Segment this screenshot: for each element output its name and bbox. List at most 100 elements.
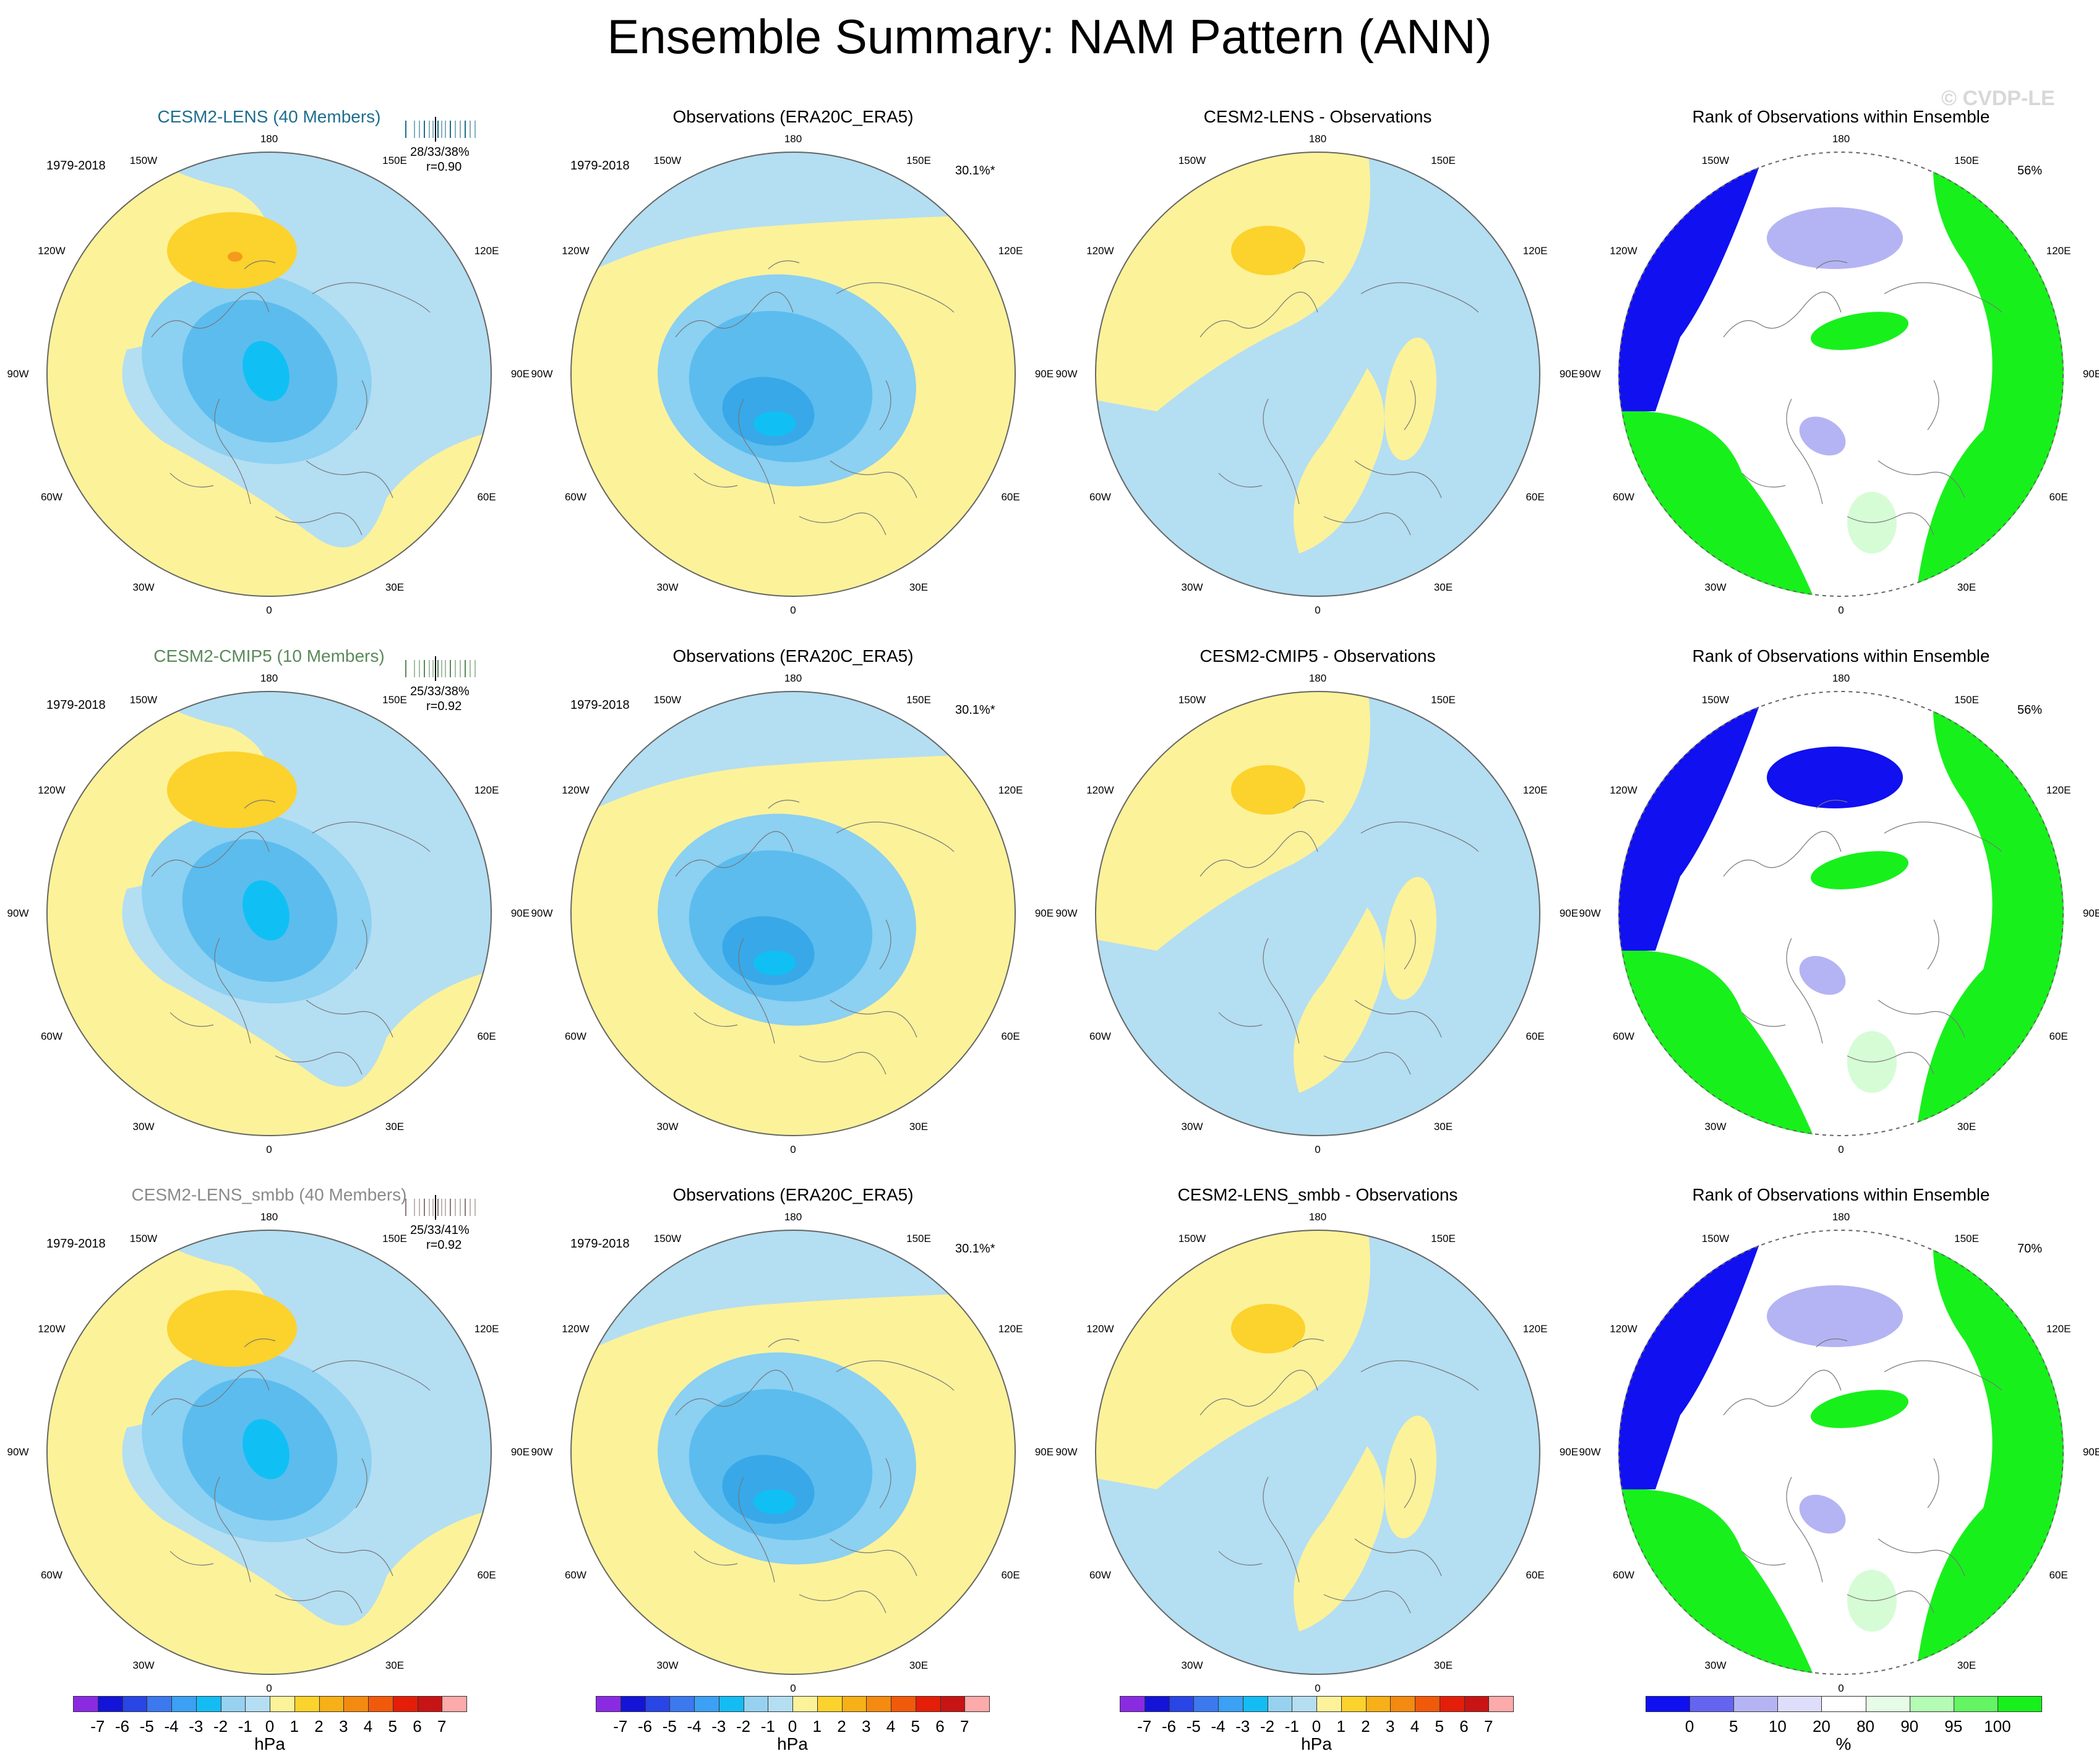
longitude-label: 90E xyxy=(1559,907,1579,919)
ensemble-rug-mark xyxy=(419,660,420,677)
longitude-label: 180 xyxy=(1308,133,1327,145)
ensemble-rug-mark xyxy=(474,1199,476,1216)
coastline xyxy=(1360,282,1479,313)
longitude-label: 120W xyxy=(38,784,66,796)
colorbar-unit: hPa xyxy=(777,1734,808,1753)
coastline xyxy=(1200,1369,1318,1416)
coastline xyxy=(879,1458,891,1509)
colorbar-tick-label: -3 xyxy=(189,1717,204,1736)
coastline xyxy=(1354,1538,1442,1577)
obs-panel-title: Observations (ERA20C_ERA5) xyxy=(672,646,914,666)
positive-region-asia xyxy=(1384,337,1436,461)
longitude-label: 120W xyxy=(562,245,590,257)
coastline xyxy=(1360,821,1479,852)
coastline xyxy=(1786,938,1823,1044)
colorbar-tick-label: 5 xyxy=(388,1717,397,1736)
coastline xyxy=(738,398,775,505)
coastline xyxy=(768,800,800,809)
colorbar-tick-label: 7 xyxy=(437,1717,447,1736)
longitude-label: 30W xyxy=(656,1659,679,1671)
colorbar-tick-label: -6 xyxy=(1161,1717,1177,1736)
longitude-label: 120E xyxy=(2046,784,2071,796)
longitude-label: 120E xyxy=(474,1323,499,1335)
ensemble-rug-mark xyxy=(424,121,425,138)
longitude-label: 150E xyxy=(1431,155,1456,167)
ensemble-rug-mark xyxy=(424,1199,425,1216)
colorbar-tick-label: 80 xyxy=(1856,1717,1875,1736)
period-label: 1979-2018 xyxy=(570,1237,630,1251)
longitude-label: 30W xyxy=(1181,581,1203,593)
longitude-label: 0 xyxy=(1315,1144,1321,1155)
coastline xyxy=(836,282,955,313)
rank-pct: 70% xyxy=(2017,1242,2043,1256)
longitude-label: 150W xyxy=(129,1233,158,1245)
ensemble-rug-mark xyxy=(465,660,466,677)
coastline xyxy=(151,291,270,338)
coastline xyxy=(1292,260,1324,270)
colorbar-unit: hPa xyxy=(254,1734,285,1753)
longitude-label: 90W xyxy=(7,368,29,380)
map-border xyxy=(46,691,492,1136)
longitude-label: 150E xyxy=(906,694,931,706)
longitude-label: 150W xyxy=(653,694,682,706)
period-label: 1979-2018 xyxy=(570,159,630,173)
colorbar-tick-label: -6 xyxy=(637,1717,653,1736)
obs-panel-title: Observations (ERA20C_ERA5) xyxy=(672,107,914,126)
longitude-label: 180 xyxy=(1308,672,1327,684)
longitude-label: 150E xyxy=(382,155,407,167)
longitude-label: 30E xyxy=(1433,1659,1453,1671)
longitude-label: 30E xyxy=(385,1120,405,1132)
pattern-correlation: r=0.92 xyxy=(426,1238,462,1252)
coastline xyxy=(214,938,251,1044)
ensemble-rug-mark xyxy=(405,1199,406,1216)
coastline xyxy=(1404,919,1416,970)
longitude-label: 0 xyxy=(790,1144,796,1155)
coastline xyxy=(244,1338,276,1348)
longitude-label: 60W xyxy=(1612,491,1634,503)
longitude-label: 30W xyxy=(132,1120,155,1132)
longitude-label: 150W xyxy=(129,694,158,706)
coastline xyxy=(1200,291,1318,338)
longitude-label: 30W xyxy=(656,1120,679,1132)
colorbar-tick-label: -5 xyxy=(139,1717,154,1736)
colorbar-tick-label: 4 xyxy=(886,1717,896,1736)
ensemble-rug-mark xyxy=(441,660,442,677)
longitude-label: 90E xyxy=(1034,1446,1054,1458)
longitude-label: 60E xyxy=(477,1569,496,1581)
diff-panel-title: CESM2-CMIP5 - Observations xyxy=(1200,646,1436,666)
colorbar-swatch xyxy=(1865,1696,1910,1712)
colorbar-tick-label: -4 xyxy=(1211,1717,1225,1736)
colorbar-swatch xyxy=(1909,1696,1954,1712)
longitude-label: 120E xyxy=(1522,784,1548,796)
coastline xyxy=(306,460,393,499)
map-border xyxy=(570,1230,1016,1675)
ensemble-rug-mark xyxy=(470,1199,471,1216)
longitude-label: 30W xyxy=(1704,581,1727,593)
ensemble-rug-mark xyxy=(405,660,406,677)
coastline xyxy=(1292,1338,1324,1348)
rank-high-center xyxy=(1811,1390,1908,1428)
longitude-label: 120W xyxy=(562,784,590,796)
colorbar-tick-label: -3 xyxy=(711,1717,726,1736)
coastline xyxy=(312,1360,431,1391)
diff-map xyxy=(1095,152,1540,597)
coastline xyxy=(275,1051,363,1075)
contour-pos xyxy=(167,751,297,828)
longitude-label: 30W xyxy=(1704,1120,1727,1132)
coastline xyxy=(1218,1551,1263,1566)
model-panel-title: CESM2-CMIP5 (10 Members) xyxy=(153,646,385,666)
ensemble-rug-mark xyxy=(432,1199,434,1216)
colorbar-tick-label: -4 xyxy=(687,1717,702,1736)
watermark: © CVDP-LE xyxy=(1941,87,2055,110)
contour-pos xyxy=(1231,226,1305,275)
longitude-label: 30E xyxy=(909,581,929,593)
ensemble-rug-mark xyxy=(432,121,434,138)
ensemble-rug-mark xyxy=(432,660,434,677)
colorbar-tick-label: 3 xyxy=(1386,1717,1395,1736)
ensemble-rug-mark xyxy=(445,1199,446,1216)
coastline xyxy=(1292,800,1324,809)
ensemble-rug-mark xyxy=(414,660,415,677)
coastline xyxy=(151,831,270,877)
colorbar-swatch xyxy=(245,1696,270,1712)
longitude-label: 60E xyxy=(2049,1569,2068,1581)
